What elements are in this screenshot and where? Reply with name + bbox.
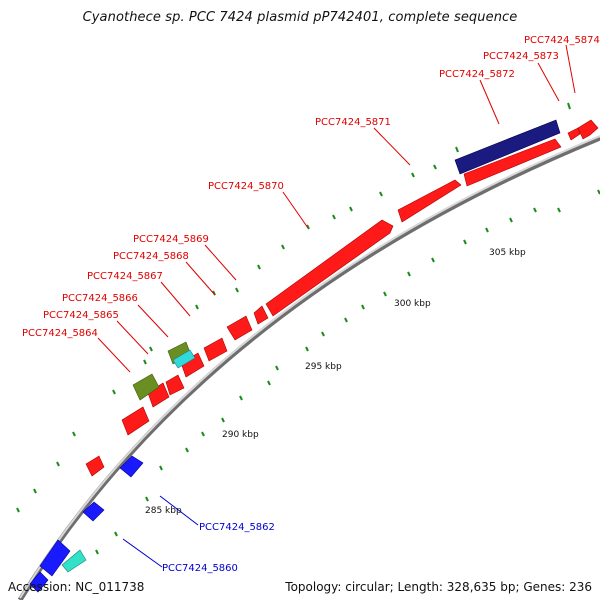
gc-ticks-outer <box>16 102 571 513</box>
reverse-genes <box>29 455 144 593</box>
label-leaders-blue <box>122 495 199 568</box>
gene-pcc7424-5867 <box>203 337 228 362</box>
gene-label-5871: PCC7424_5871 <box>315 117 391 128</box>
gene-pcc7424-5865a <box>165 374 185 396</box>
forward-genes <box>85 119 599 477</box>
accession-text: Accession: NC_011738 <box>8 580 145 594</box>
gene-pcc7424-5871 <box>397 179 462 223</box>
misc-features <box>61 349 196 573</box>
gene-forward-small <box>85 455 105 477</box>
gene-label-5874: PCC7424_5874 <box>524 35 600 46</box>
gene-label-5865: PCC7424_5865 <box>43 310 119 321</box>
gene-labels: PCC7424_5874 PCC7424_5873 PCC7424_5872 P… <box>22 35 600 574</box>
trna-feature <box>454 119 561 175</box>
scale-labels: 285 kbp 290 kbp 295 kbp 300 kbp 305 kbp <box>145 248 526 516</box>
backbone <box>17 135 600 600</box>
gene-label-5860: PCC7424_5860 <box>162 563 238 574</box>
gene-label-5862: PCC7424_5862 <box>199 522 275 533</box>
gene-label-5872: PCC7424_5872 <box>439 69 515 80</box>
gene-reverse-mid <box>82 501 105 522</box>
gene-pcc7424-5872 <box>463 138 562 187</box>
gene-pcc7424-5868 <box>226 315 253 341</box>
gene-label-5864: PCC7424_5864 <box>22 328 98 339</box>
scale-label-295: 295 kbp <box>305 362 342 372</box>
gene-label-5866: PCC7424_5866 <box>62 293 138 304</box>
scale-label-285: 285 kbp <box>145 506 182 516</box>
gene-label-5867: PCC7424_5867 <box>87 271 163 282</box>
gene-pcc7424-5869 <box>253 305 269 325</box>
scale-label-300: 300 kbp <box>394 299 431 309</box>
gene-pcc7424-5873 <box>577 119 599 140</box>
label-leaders-red <box>97 44 576 373</box>
gene-reverse-low <box>29 571 49 593</box>
gene-pcc7424-5860 <box>39 539 71 577</box>
gene-pcc7424-5870 <box>265 219 394 317</box>
gene-pcc7424-5862 <box>119 455 144 478</box>
gene-pcc7424-5874 <box>567 127 581 141</box>
scale-label-290: 290 kbp <box>222 430 259 440</box>
scale-label-305: 305 kbp <box>489 248 526 258</box>
gene-label-5873: PCC7424_5873 <box>483 51 559 62</box>
gene-pcc7424-5864 <box>121 406 150 436</box>
gene-label-5869: PCC7424_5869 <box>133 234 209 245</box>
gene-label-5868: PCC7424_5868 <box>113 251 189 262</box>
gene-label-5870: PCC7424_5870 <box>208 181 284 192</box>
map-title: Cyanothece sp. PCC 7424 plasmid pP742401… <box>82 10 518 25</box>
topology-summary: Topology: circular; Length: 328,635 bp; … <box>285 580 592 594</box>
